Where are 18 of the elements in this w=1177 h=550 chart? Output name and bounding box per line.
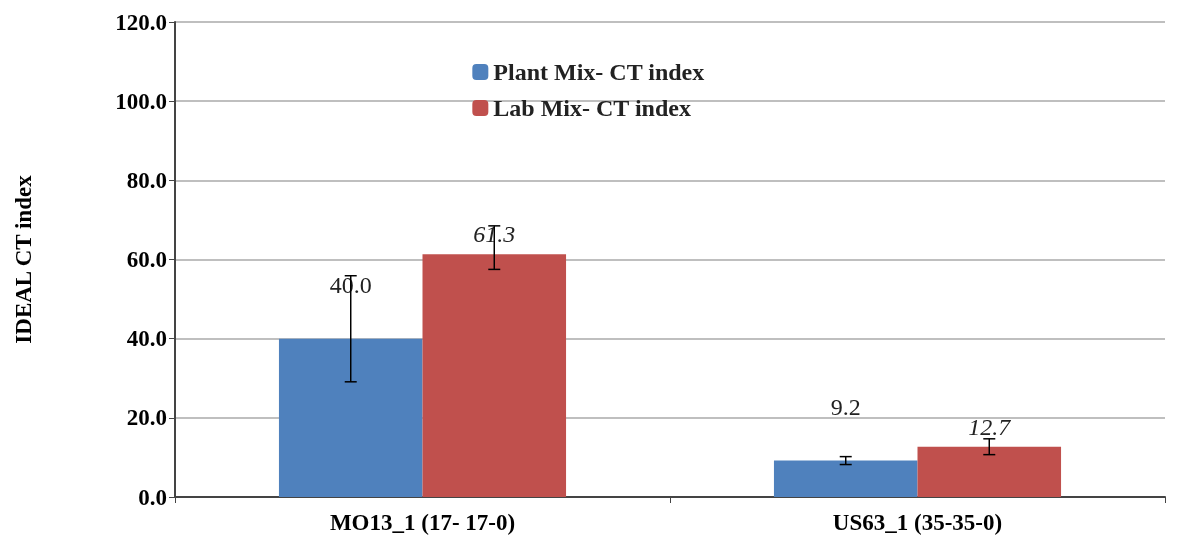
y-tick-label: 40.0 bbox=[126, 326, 167, 352]
y-tick-label: 100.0 bbox=[115, 88, 167, 114]
bar bbox=[278, 338, 423, 497]
bar bbox=[773, 460, 918, 497]
y-axis-title: IDEAL CT index bbox=[11, 174, 36, 344]
legend-label: Plant Mix- CT index bbox=[493, 59, 705, 85]
x-tick-label: US63_1 (35-35-0) bbox=[832, 510, 1003, 535]
bar bbox=[917, 446, 1062, 497]
data-label: 12.7 bbox=[968, 413, 1012, 440]
y-tick-label: 0.0 bbox=[138, 484, 167, 510]
y-tick-label: 120.0 bbox=[115, 9, 167, 35]
bar bbox=[422, 254, 567, 497]
y-tick-label: 20.0 bbox=[126, 405, 167, 431]
x-tick-label: MO13_1 (17- 17-0) bbox=[329, 510, 516, 535]
legend-label: Lab Mix- CT index bbox=[493, 95, 691, 121]
data-label: 9.2 bbox=[830, 393, 861, 420]
y-tick-label: 80.0 bbox=[126, 167, 167, 193]
y-tick-label: 60.0 bbox=[126, 247, 167, 272]
